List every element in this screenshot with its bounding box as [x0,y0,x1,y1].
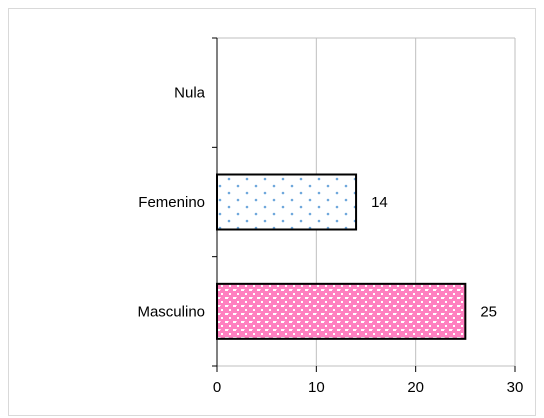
category-label-masculino: Masculino [137,303,205,320]
x-tick-label: 10 [308,379,325,396]
x-tick-label: 20 [407,379,424,396]
category-label-femenino: Femenino [138,194,205,211]
data-label-masculino: 25 [480,303,497,320]
bar-femenino [216,173,358,231]
x-tick-label: 30 [507,379,524,396]
bar-masculino [216,282,467,340]
labels: 0 10 20 30 Masculino 25 Femenino 14 Nula [137,85,523,396]
category-label-nula: Nula [174,85,206,102]
data-label-femenino: 14 [371,194,388,211]
x-tick-label: 0 [213,379,221,396]
bars [216,173,467,340]
